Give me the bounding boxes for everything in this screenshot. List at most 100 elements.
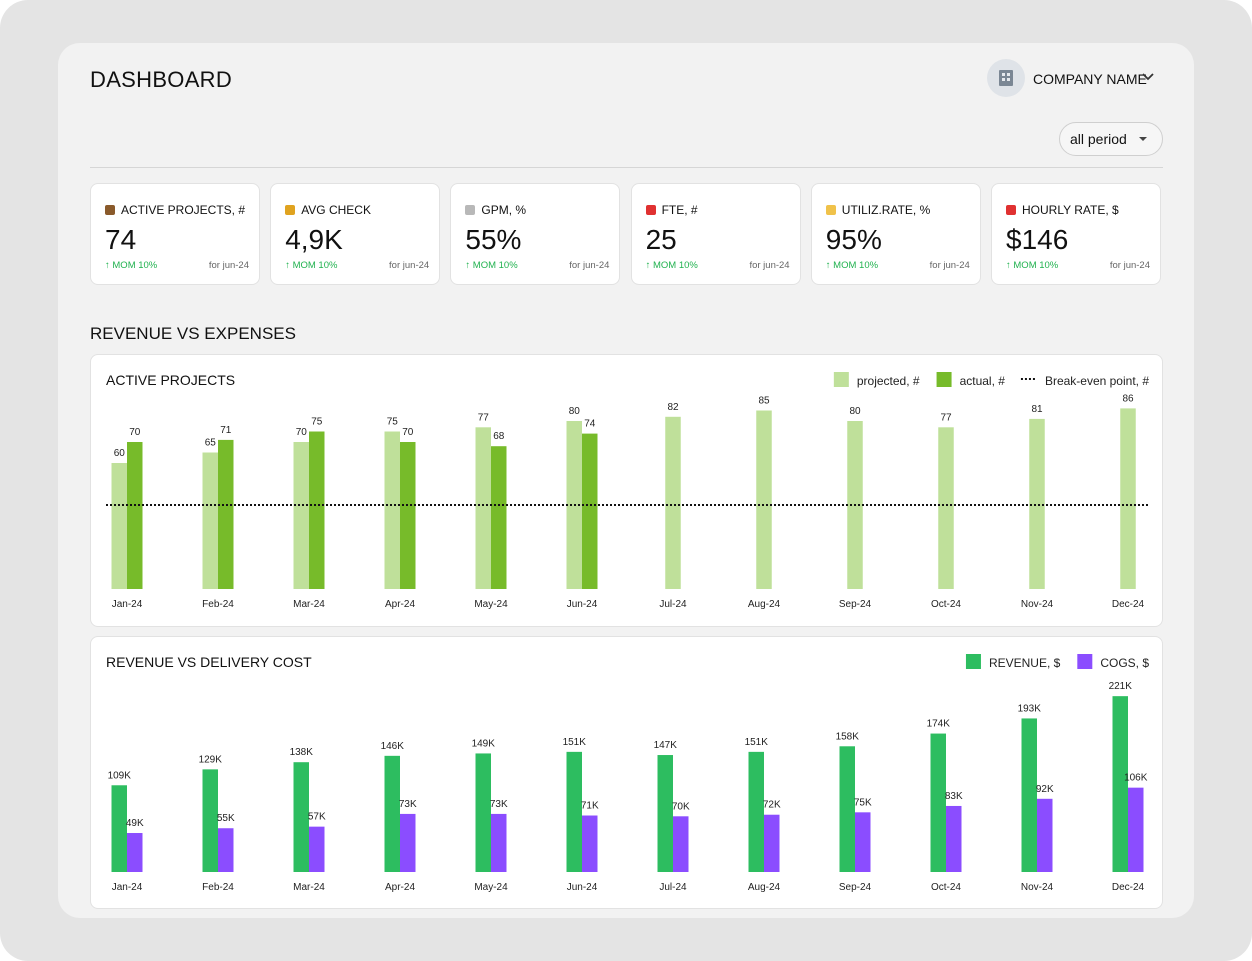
data-label: 82 bbox=[667, 402, 679, 413]
kpi-period: for jun-24 bbox=[208, 260, 249, 271]
bar bbox=[748, 751, 764, 872]
x-tick-label: Aug-24 bbox=[748, 599, 781, 610]
kpi-icon bbox=[645, 205, 656, 215]
x-tick-label: Mar-24 bbox=[293, 882, 325, 893]
data-label: 70 bbox=[296, 427, 308, 438]
kpi-icon bbox=[825, 205, 836, 215]
company-chevron[interactable] bbox=[1142, 72, 1154, 82]
data-label: 71 bbox=[220, 425, 232, 436]
bar bbox=[202, 452, 218, 589]
data-label: 55K bbox=[217, 813, 235, 824]
data-label: 72K bbox=[763, 800, 781, 811]
data-label: 71K bbox=[581, 801, 599, 812]
filter-caret bbox=[1139, 137, 1147, 141]
bar bbox=[400, 813, 416, 872]
bar bbox=[582, 815, 598, 872]
company-name[interactable]: COMPANY NAME bbox=[1033, 71, 1147, 87]
data-label: 83K bbox=[945, 791, 963, 802]
kpi-icon bbox=[285, 205, 296, 215]
data-label: 80 bbox=[849, 406, 861, 417]
x-tick-label: Aug-24 bbox=[748, 882, 781, 893]
data-label: 77 bbox=[478, 412, 490, 423]
data-label: 138K bbox=[290, 747, 314, 758]
x-tick-label: Jun-24 bbox=[567, 599, 598, 610]
bar bbox=[127, 833, 143, 872]
bar bbox=[111, 463, 127, 589]
period-filter[interactable]: all period bbox=[1059, 122, 1163, 156]
data-label: 146K bbox=[381, 741, 405, 752]
bar bbox=[491, 813, 507, 872]
chart: ACTIVE PROJECTS Break-even point, # actual… bbox=[106, 372, 1149, 610]
kpi-period: for jun-24 bbox=[1109, 260, 1150, 271]
x-tick-label: Apr-24 bbox=[385, 599, 415, 610]
kpi-title: AVG CHECK bbox=[301, 203, 371, 217]
kpi-value: 55% bbox=[465, 224, 522, 255]
x-tick-label: May-24 bbox=[474, 882, 508, 893]
x-tick-label: Dec-24 bbox=[1112, 882, 1145, 893]
bar bbox=[1029, 418, 1045, 589]
chart-title: ACTIVE PROJECTS bbox=[106, 372, 235, 388]
kpi-value: $146 bbox=[1006, 224, 1069, 255]
data-label: 193K bbox=[1018, 703, 1042, 714]
x-tick-label: May-24 bbox=[474, 599, 508, 610]
kpi-title: FTE, # bbox=[661, 203, 698, 217]
chart: REVENUE VS DELIVERY COST COGS, $ REVENUE, … bbox=[106, 654, 1149, 893]
bar bbox=[582, 433, 598, 589]
x-tick-label: Jan-24 bbox=[112, 882, 143, 893]
data-label: 65 bbox=[205, 438, 217, 449]
data-label: 85 bbox=[758, 396, 770, 407]
data-label: 75 bbox=[311, 417, 323, 428]
data-label: 109K bbox=[108, 770, 132, 781]
x-tick-label: Dec-24 bbox=[1112, 599, 1145, 610]
legend-label: actual, # bbox=[960, 374, 1006, 388]
legend-label: COGS, $ bbox=[1100, 656, 1149, 670]
data-label: 70 bbox=[402, 427, 414, 438]
kpi-title: HOURLY RATE, $ bbox=[1022, 203, 1119, 217]
chart-card: ACTIVE PROJECTS Break-even point, # actual… bbox=[90, 354, 1163, 627]
data-label: 60 bbox=[114, 448, 126, 459]
kpi-card: AVG CHECK 4,9K ↑ MOM 10% for jun-24 bbox=[270, 183, 441, 285]
bar bbox=[566, 751, 582, 872]
company-avatar[interactable] bbox=[987, 59, 1025, 97]
data-label: 149K bbox=[472, 738, 496, 749]
data-label: 86 bbox=[1122, 393, 1134, 404]
kpi-card: ACTIVE PROJECTS, # 74 ↑ MOM 10% for jun-24 bbox=[90, 183, 260, 285]
bar bbox=[491, 446, 507, 589]
kpi-icon bbox=[1006, 205, 1016, 215]
bar bbox=[309, 826, 325, 872]
data-label: 68 bbox=[493, 431, 505, 442]
bar bbox=[218, 828, 234, 872]
data-label: 73K bbox=[399, 799, 417, 810]
data-label: 151K bbox=[745, 737, 769, 748]
kpi-value: 4,9K bbox=[285, 224, 343, 255]
bar bbox=[1128, 787, 1144, 872]
data-label: 129K bbox=[199, 754, 223, 765]
bar bbox=[764, 814, 780, 872]
kpi-card: GPM, % 55% ↑ MOM 10% for jun-24 bbox=[450, 183, 621, 285]
bar bbox=[293, 442, 309, 589]
bar bbox=[384, 755, 400, 872]
bar bbox=[938, 427, 954, 589]
bar bbox=[946, 805, 962, 872]
legend-label: Break-even point, # bbox=[1045, 374, 1149, 388]
data-label: 147K bbox=[654, 740, 678, 751]
data-label: 80 bbox=[569, 406, 581, 417]
kpi-value: 95% bbox=[825, 224, 882, 255]
bar bbox=[756, 410, 772, 589]
bar bbox=[1112, 696, 1128, 872]
kpi-period: for jun-24 bbox=[929, 260, 970, 271]
bar bbox=[930, 733, 946, 872]
kpi-title: UTILIZ.RATE, % bbox=[841, 203, 931, 217]
x-tick-label: Jan-24 bbox=[112, 599, 143, 610]
kpi-period: for jun-24 bbox=[569, 260, 610, 271]
kpi-icon bbox=[465, 205, 476, 215]
kpi-change: ↑ MOM 10% bbox=[825, 260, 879, 271]
bar bbox=[400, 442, 416, 589]
data-label: 57K bbox=[308, 812, 326, 823]
bar bbox=[855, 812, 871, 872]
kpi-change: ↑ MOM 10% bbox=[465, 260, 518, 271]
data-label: 70 bbox=[129, 427, 141, 438]
x-tick-label: Jul-24 bbox=[659, 882, 687, 893]
kpi-change: ↑ MOM 10% bbox=[105, 260, 158, 271]
